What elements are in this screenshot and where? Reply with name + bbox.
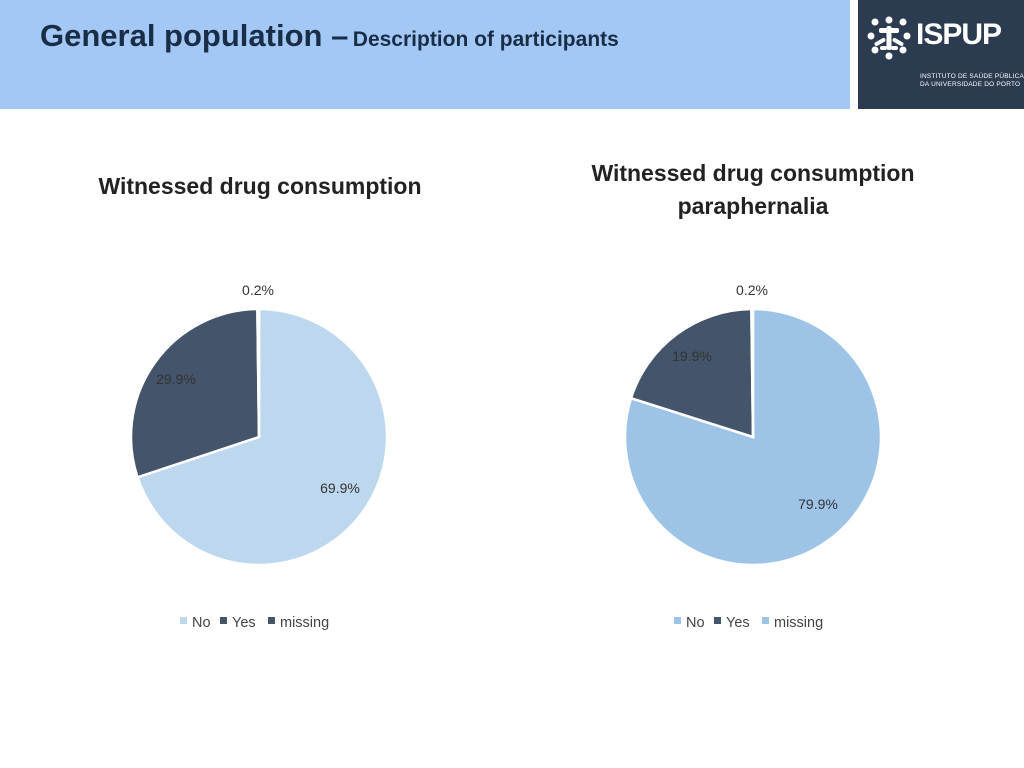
logo-subtitle-line2: DA UNIVERSIDADE DO PORTO: [920, 81, 1021, 88]
logo-subtitle: INSTITUTO DE SAÚDE PÚBLICA DA UNIVERSIDA…: [920, 73, 1024, 89]
chart-2-title-text: Witnessed drug consumption paraphernalia: [591, 160, 915, 219]
chart-2-legend-label-yes: Yes: [726, 615, 750, 631]
chart-1-data-label-missing: 0.2%: [242, 282, 274, 298]
chart-1-legend-swatch-missing: [268, 617, 275, 624]
chart-2-legend-swatch-missing: [762, 617, 769, 624]
chart-1-slice-yes: [129, 307, 261, 479]
chart-1-title: Witnessed drug consumption: [98, 173, 422, 199]
chart-1-slice-missing: [256, 307, 261, 438]
chart-1-legend-label-no: No: [192, 615, 211, 631]
logo-subtitle-line1: INSTITUTO DE SAÚDE PÚBLICA: [920, 73, 1024, 80]
chart-2-slice-missing: [750, 307, 755, 438]
page-title-sub: Description of participants: [352, 28, 619, 51]
chart-2-slice-yes: [629, 307, 755, 439]
logo: ISPUP INSTITUTO DE SAÚDE PÚBLICA DA UNIV…: [858, 0, 1024, 109]
chart-2-data-label-yes: 19.9%: [672, 348, 712, 364]
chart-2-legend-label-no: No: [686, 615, 705, 631]
chart-1-slice-no: [135, 307, 389, 567]
page-title-main: General population –: [40, 18, 349, 53]
chart-2-data-label-missing: 0.2%: [736, 282, 768, 298]
chart-1-data-label-no: 69.9%: [320, 480, 360, 496]
chart-1-data-label-yes: 29.9%: [156, 371, 196, 387]
chart-2-title: Witnessed drug consumption paraphernalia: [553, 157, 953, 223]
chart-2-legend-label-missing: missing: [774, 615, 823, 631]
logo-name: ISPUP: [916, 18, 1002, 51]
chart-2-legend-swatch-yes: [714, 617, 721, 624]
chart-2-data-label-no: 79.9%: [798, 496, 838, 512]
chart-2-legend-swatch-no: [674, 617, 681, 624]
chart-1-legend-label-yes: Yes: [232, 615, 256, 631]
page-title: General population – Description of part…: [40, 18, 619, 54]
chart-1-legend-label-missing: missing: [280, 615, 329, 631]
ispup-logo-icon: [867, 16, 911, 60]
header-banner: General population – Description of part…: [0, 0, 850, 109]
chart-1-legend-swatch-no: [180, 617, 187, 624]
chart-1-legend-swatch-yes: [220, 617, 227, 624]
